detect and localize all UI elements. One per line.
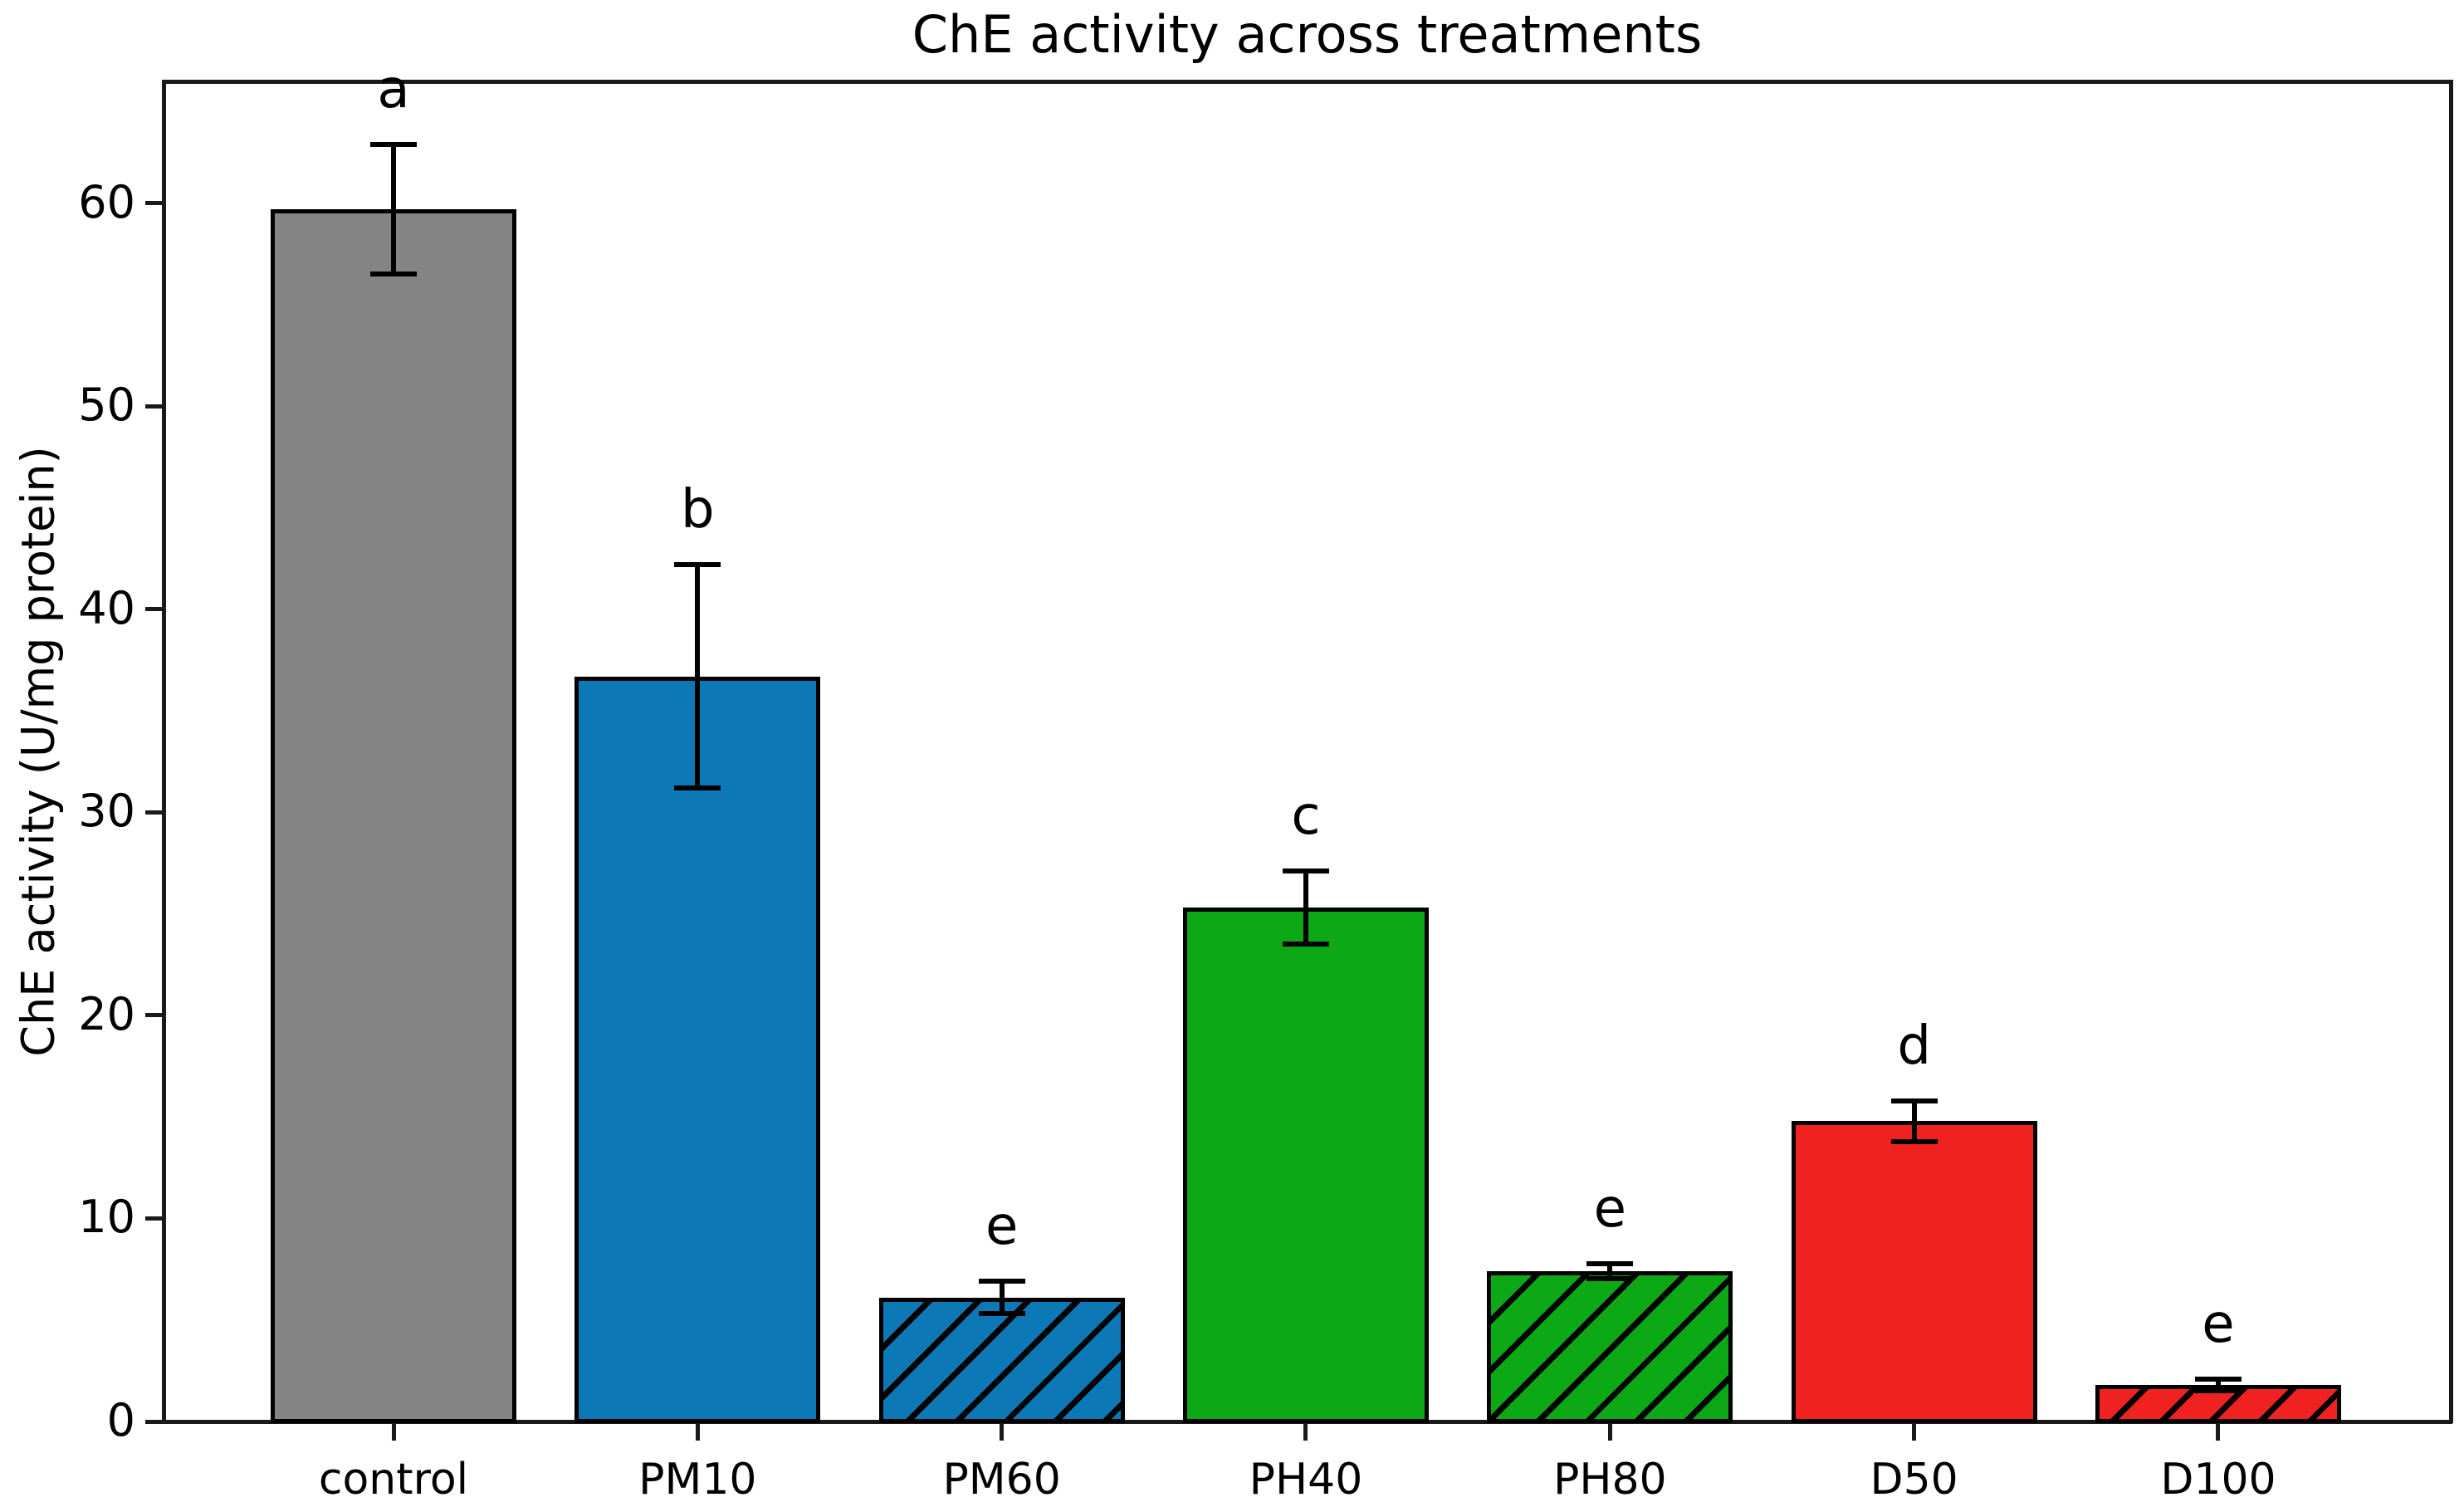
x-tick-label-control: control	[318, 1455, 469, 1505]
y-axis-label: ChE activity (U/mg protein)	[12, 446, 65, 1057]
y-tick-label: 10	[78, 1191, 135, 1244]
y-tick-label: 40	[78, 581, 135, 634]
right-spine	[2448, 80, 2453, 1423]
x-tick-mark	[391, 1423, 396, 1441]
sig-letter-D100: e	[2202, 1293, 2235, 1355]
bar-PH40	[1182, 908, 1429, 1423]
error-cap-top-PH80	[1586, 1261, 1634, 1267]
y-tick-mark	[144, 810, 162, 815]
sig-letter-D50: d	[1897, 1015, 1931, 1077]
x-tick-mark	[695, 1423, 700, 1441]
error-bar-PM60	[999, 1281, 1005, 1314]
sig-letter-control: a	[377, 58, 410, 120]
x-tick-label-PH40: PH40	[1249, 1455, 1363, 1505]
y-tick-mark	[144, 404, 162, 409]
error-cap-bottom-PM10	[674, 785, 721, 791]
x-tick-label-PM60: PM60	[942, 1455, 1061, 1505]
y-tick-label: 60	[78, 175, 135, 228]
bar-control	[271, 209, 516, 1423]
y-tick-mark	[144, 1013, 162, 1018]
y-tick-mark	[144, 1419, 162, 1424]
bar-PH80-hatched	[1487, 1271, 1733, 1423]
bar-PM60-hatched	[878, 1297, 1125, 1423]
y-tick-label: 50	[78, 379, 135, 432]
error-cap-bottom-control	[370, 272, 417, 277]
chart-title: ChE activity across treatments	[912, 4, 1703, 65]
x-tick-mark	[2216, 1423, 2221, 1441]
sig-letter-PM60: e	[985, 1196, 1019, 1258]
error-cap-bottom-PH40	[1282, 942, 1329, 947]
x-tick-label-D100: D100	[2160, 1455, 2276, 1505]
x-tick-mark	[1912, 1423, 1917, 1441]
error-cap-top-D100	[2194, 1376, 2242, 1382]
error-bar-control	[391, 144, 396, 275]
y-tick-mark	[144, 201, 162, 206]
x-tick-label-D50: D50	[1870, 1455, 1958, 1505]
error-bar-D50	[1911, 1100, 1917, 1142]
sig-letter-PH80: e	[1593, 1178, 1626, 1240]
y-tick-label: 30	[78, 785, 135, 838]
error-cap-bottom-PH80	[1586, 1275, 1634, 1281]
y-tick-mark	[144, 1216, 162, 1221]
x-tick-mark	[1607, 1423, 1612, 1441]
error-cap-top-D50	[1890, 1098, 1938, 1103]
bar-D50	[1791, 1121, 2037, 1423]
sig-letter-PM10: b	[681, 479, 715, 541]
x-tick-label-PH80: PH80	[1552, 1455, 1667, 1505]
error-cap-bottom-D100	[2194, 1388, 2242, 1394]
x-tick-label-PM10: PM10	[638, 1455, 757, 1505]
error-cap-top-PM10	[674, 562, 721, 568]
left-spine	[161, 80, 166, 1423]
bar-PM10	[574, 676, 821, 1423]
error-cap-top-PH40	[1282, 868, 1329, 874]
error-bar-PH40	[1303, 871, 1308, 945]
error-bar-D100	[2215, 1378, 2221, 1392]
error-cap-top-PM60	[978, 1279, 1025, 1284]
error-bar-PH80	[1607, 1264, 1613, 1279]
x-tick-mark	[1000, 1423, 1005, 1441]
error-bar-PM10	[695, 565, 701, 789]
x-tick-mark	[1303, 1423, 1308, 1441]
error-cap-top-control	[370, 141, 417, 147]
error-cap-bottom-PM60	[978, 1311, 1025, 1317]
top-spine	[162, 79, 2452, 84]
y-tick-label: 20	[78, 987, 135, 1040]
error-cap-bottom-D50	[1890, 1138, 1938, 1144]
y-tick-mark	[144, 607, 162, 612]
sig-letter-PH40: c	[1291, 785, 1321, 848]
y-tick-label: 0	[106, 1394, 135, 1446]
